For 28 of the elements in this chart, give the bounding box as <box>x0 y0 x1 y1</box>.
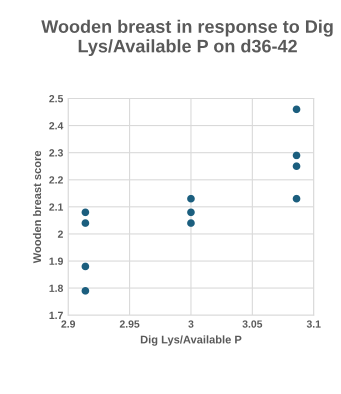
point <box>187 208 195 216</box>
chart-title: Wooden breast in response to Dig Lys/Available P on d36-42 <box>41 20 333 56</box>
point <box>292 106 300 114</box>
x-tick-label: 3.1 <box>306 320 321 328</box>
point <box>82 262 90 270</box>
point <box>82 219 90 227</box>
x-tick-label: 3 <box>188 320 194 328</box>
point <box>292 152 300 160</box>
point <box>82 208 90 216</box>
point <box>82 287 90 295</box>
y-axis-title: Wooden breast score <box>32 150 42 264</box>
y-tick-label: 2.2 <box>49 176 63 184</box>
y-tick-label: 1.9 <box>50 258 63 265</box>
y-tick-label: 1.8 <box>50 284 64 292</box>
point <box>292 194 300 203</box>
y-tick-label: 2.3 <box>49 149 63 157</box>
point <box>292 162 300 170</box>
y-tick-label: 2.1 <box>49 203 64 211</box>
point <box>187 194 195 203</box>
y-tick-label: 1.7 <box>50 312 63 319</box>
x-tick-label: 2.95 <box>120 320 140 328</box>
point <box>187 219 195 227</box>
x-tick-label: 2.9 <box>61 320 76 328</box>
y-tick-label: 2 <box>58 230 63 238</box>
y-tick-label: 2.5 <box>49 95 64 102</box>
y-tick-label: 2.4 <box>49 122 64 130</box>
x-axis-title: Dig Lys/Available P <box>140 335 242 346</box>
x-tick-label: 3.05 <box>242 320 262 328</box>
